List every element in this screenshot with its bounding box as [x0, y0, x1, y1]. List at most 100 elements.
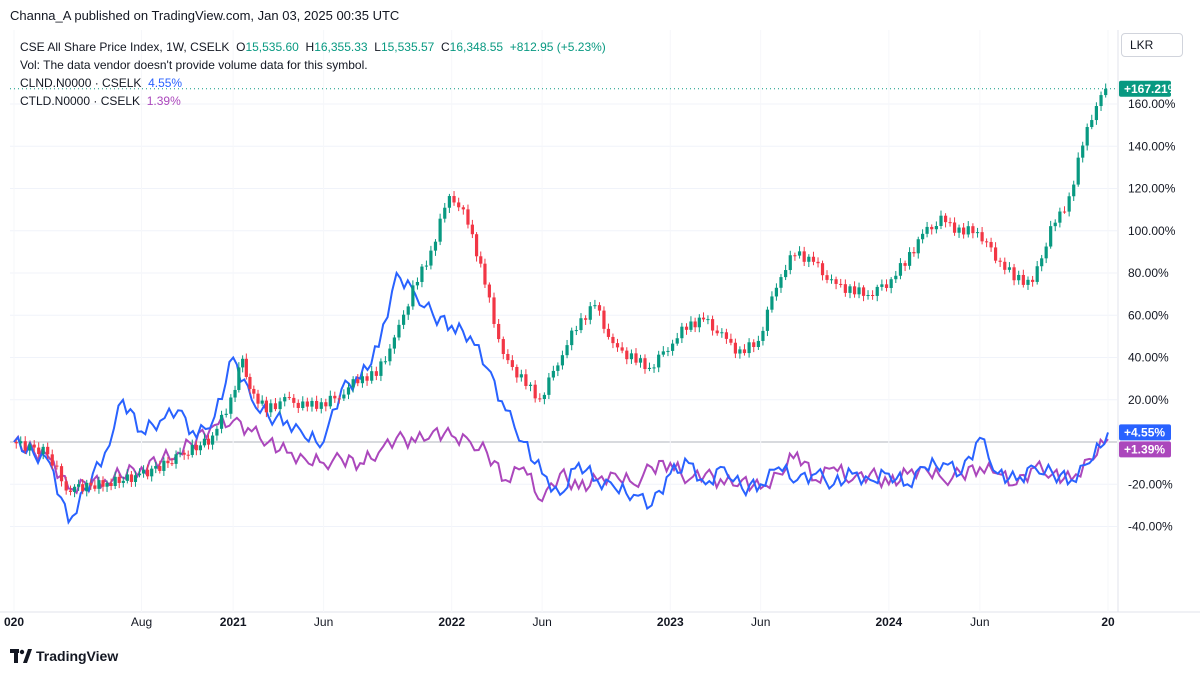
candle-body[interactable] [32, 444, 36, 448]
candle-body[interactable] [1099, 95, 1103, 107]
candle-body[interactable] [693, 321, 697, 328]
candle-body[interactable] [178, 452, 182, 455]
candle-body[interactable] [898, 263, 903, 276]
candle-body[interactable] [538, 398, 542, 400]
candle-body[interactable] [219, 414, 224, 429]
candle-body[interactable] [1081, 145, 1085, 158]
candle-body[interactable] [37, 447, 41, 454]
candle-body[interactable] [150, 468, 154, 477]
candle-body[interactable] [233, 389, 237, 398]
candle-body[interactable] [129, 474, 133, 482]
candle-body[interactable] [77, 484, 81, 487]
candle-body[interactable] [984, 241, 989, 243]
candle-body[interactable] [747, 342, 751, 354]
candle-body[interactable] [93, 485, 97, 489]
candle-body[interactable] [117, 476, 121, 483]
candle-body[interactable] [729, 338, 733, 343]
candle-body[interactable] [998, 260, 1002, 262]
compare1-symbol[interactable]: CLND.N0000 · CSELK [20, 76, 142, 90]
candle-body[interactable] [1062, 211, 1067, 213]
compare2-symbol[interactable]: CTLD.N0000 · CSELK [20, 94, 141, 108]
candle-body[interactable] [121, 480, 125, 483]
candle-body[interactable] [392, 337, 396, 349]
candle-body[interactable] [224, 413, 228, 415]
candle-body[interactable] [346, 387, 351, 395]
candle-body[interactable] [55, 465, 59, 467]
candle-body[interactable] [438, 218, 442, 242]
candle-body[interactable] [186, 454, 190, 456]
candle-body[interactable] [793, 255, 797, 257]
series-line-ctld-n0000[interactable] [13, 413, 1109, 503]
candle-body[interactable] [852, 286, 857, 295]
candle-body[interactable] [46, 446, 50, 455]
candle-body[interactable] [875, 286, 879, 296]
candle-body[interactable] [720, 332, 724, 334]
candle-body[interactable] [816, 261, 820, 264]
candle-body[interactable] [292, 397, 296, 403]
candle-body[interactable] [351, 379, 355, 388]
candle-body[interactable] [28, 444, 32, 451]
candle-body[interactable] [50, 454, 54, 466]
candle-body[interactable] [215, 428, 219, 436]
candle-body[interactable] [980, 232, 984, 242]
candle-body[interactable] [328, 395, 332, 407]
candle-body[interactable] [866, 294, 870, 296]
candle-body[interactable] [889, 279, 893, 288]
candle-body[interactable] [237, 367, 241, 390]
candle-body[interactable] [264, 400, 268, 413]
candle-body[interactable] [661, 351, 665, 355]
candle-body[interactable] [843, 284, 847, 293]
candle-body[interactable] [154, 466, 158, 469]
candle-body[interactable] [41, 446, 45, 454]
candle-body[interactable] [907, 252, 912, 266]
candle-body[interactable] [825, 275, 829, 280]
candle-body[interactable] [1044, 246, 1048, 259]
candle-body[interactable] [492, 297, 496, 324]
candle-body[interactable] [269, 403, 273, 413]
candle-body[interactable] [765, 309, 770, 331]
candle-body[interactable] [556, 365, 560, 371]
candle-body[interactable] [310, 400, 314, 407]
candle-body[interactable] [647, 367, 652, 370]
candle-body[interactable] [315, 400, 319, 409]
candle-body[interactable] [383, 361, 388, 363]
candle-body[interactable] [797, 251, 802, 256]
candle-body[interactable] [602, 310, 606, 329]
candle-body[interactable] [784, 270, 788, 278]
candle-body[interactable] [388, 348, 392, 362]
candle-body[interactable] [287, 397, 291, 399]
candle-body[interactable] [820, 263, 825, 276]
candle-body[interactable] [466, 209, 470, 225]
candle-body[interactable] [807, 256, 811, 262]
candle-body[interactable] [733, 342, 737, 354]
candle-body[interactable] [1104, 88, 1108, 96]
candle-body[interactable] [657, 354, 661, 368]
candle-body[interactable] [638, 358, 643, 363]
candle-body[interactable] [975, 232, 980, 234]
candle-body[interactable] [319, 402, 323, 409]
candle-body[interactable] [533, 384, 537, 399]
candle-body[interactable] [680, 326, 684, 339]
candle-body[interactable] [324, 402, 328, 407]
candle-body[interactable] [701, 317, 706, 320]
candle-body[interactable] [397, 324, 401, 338]
candle-body[interactable] [146, 469, 150, 477]
candle-body[interactable] [880, 284, 884, 287]
candle-body[interactable] [761, 330, 765, 341]
candle-body[interactable] [1040, 258, 1044, 267]
candle-body[interactable] [89, 482, 93, 486]
candle-body[interactable] [1035, 266, 1039, 282]
candle-body[interactable] [497, 323, 501, 340]
candle-body[interactable] [14, 442, 18, 444]
candle-body[interactable] [506, 354, 510, 361]
candle-body[interactable] [697, 317, 701, 328]
candle-body[interactable] [479, 256, 483, 264]
candle-body[interactable] [174, 454, 178, 464]
candle-body[interactable] [162, 460, 166, 471]
candle-body[interactable] [925, 226, 929, 234]
candle-body[interactable] [993, 247, 998, 261]
candle-body[interactable] [305, 401, 309, 407]
tradingview-brand[interactable]: TradingView [10, 648, 118, 664]
candle-body[interactable] [85, 482, 89, 492]
candle-body[interactable] [452, 196, 456, 203]
